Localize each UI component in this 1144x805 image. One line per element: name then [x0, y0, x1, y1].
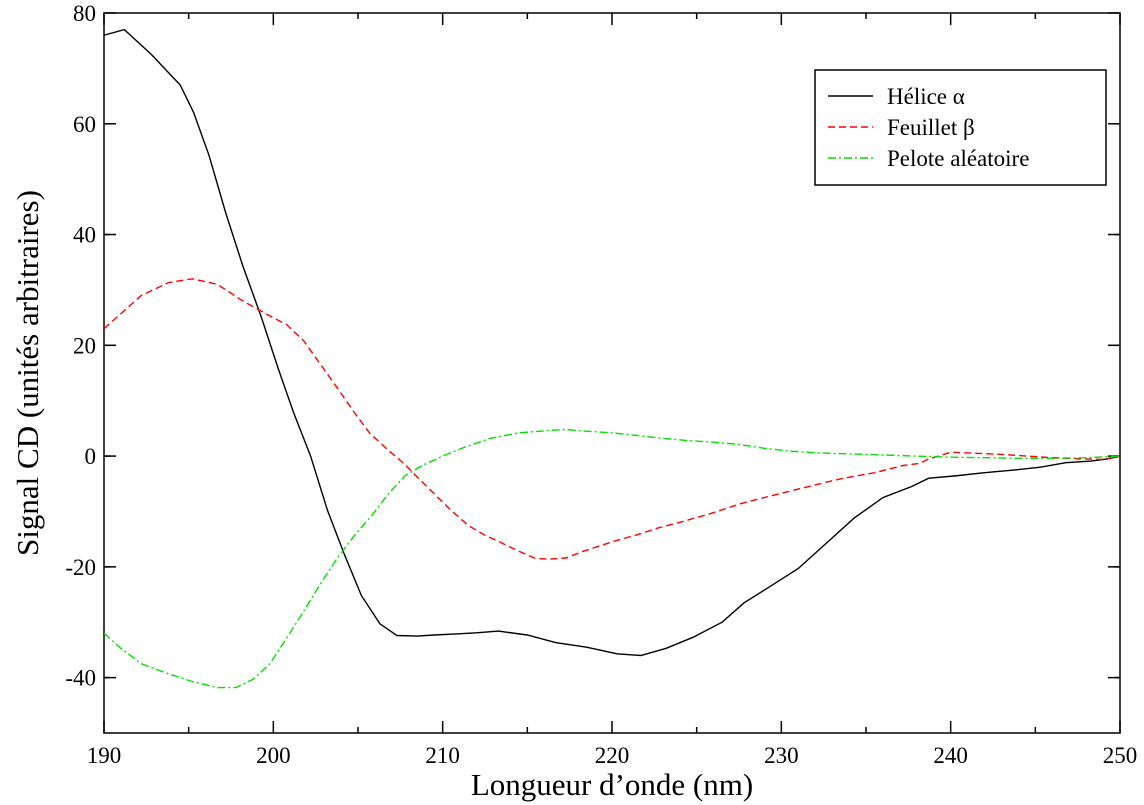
x-tick-label: 190: [87, 743, 122, 768]
y-tick-label: 0: [85, 444, 97, 469]
x-tick-label: 250: [1103, 743, 1138, 768]
legend: Hélice α Feuillet β Pelote aléatoire: [814, 69, 1107, 186]
legend-label-1: Hélice α: [887, 84, 965, 109]
legend-label-2: Feuillet β: [887, 115, 975, 140]
legend-label-3: Pelote aléatoire: [887, 146, 1029, 171]
y-axis-title: Signal CD (unités arbitraires): [10, 190, 45, 556]
x-tick-label: 200: [256, 743, 291, 768]
series-line-2: [104, 278, 1120, 560]
y-tick-label: -40: [65, 666, 96, 691]
series-layer: [104, 28, 1120, 689]
series-line-3: [104, 428, 1120, 689]
y-tick-label: -20: [65, 555, 96, 580]
axis-ticks: 190 200 210 220 230 240 250 -40 -20 0 20 40 60 80: [65, 1, 1137, 768]
y-tick-label: 80: [73, 1, 96, 26]
y-tick-label: 60: [73, 112, 96, 137]
series-line-1: [104, 28, 1120, 657]
y-tick-label: 40: [73, 223, 96, 248]
y-tick-label: 20: [73, 333, 96, 358]
x-tick-label: 240: [933, 743, 968, 768]
x-tick-label: 230: [764, 743, 799, 768]
x-axis-title: Longueur d’onde (nm): [471, 767, 753, 802]
x-tick-label: 220: [595, 743, 630, 768]
x-tick-label: 210: [425, 743, 460, 768]
